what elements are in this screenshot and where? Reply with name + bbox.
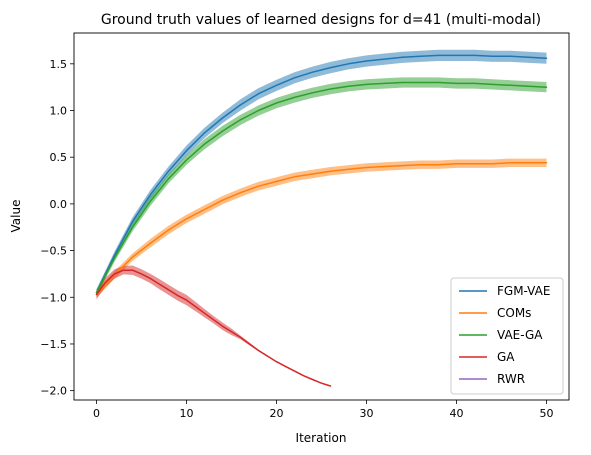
chart-title: Ground truth values of learned designs f… (101, 12, 541, 28)
x-axis-label: Iteration (296, 431, 347, 445)
axes-frame (73, 32, 570, 401)
x-tick-label-2: 20 (270, 407, 284, 420)
y-tick-label-0: −2.0 (40, 385, 67, 398)
series-band-3 (96, 265, 331, 387)
y-tick-label-6: 1.0 (50, 105, 68, 118)
x-tick-label-1: 10 (180, 407, 194, 420)
legend-label-0: FGM-VAE (497, 284, 550, 298)
legend-label-1: COMs (497, 306, 531, 320)
series-band-2 (96, 77, 547, 296)
series-line-1 (95, 162, 548, 296)
legend-box (450, 277, 564, 395)
legend: FGM-VAE COMs VAE-GA GA RWR (450, 277, 564, 395)
legend-label-2: VAE-GA (497, 328, 543, 342)
series-line-0 (95, 54, 548, 294)
y-tick-label-2: −1.0 (40, 291, 67, 304)
y-tick-label-1: −1.5 (40, 338, 67, 351)
x-tick-label-0: 0 (93, 407, 100, 420)
x-tick-label-4: 40 (450, 407, 464, 420)
x-axis: 0 10 20 30 40 50 (93, 400, 554, 420)
legend-label-4: RWR (497, 372, 525, 386)
y-axis-label: Value (9, 200, 23, 233)
series-line-3 (95, 269, 332, 387)
plot-area (95, 49, 548, 387)
legend-label-3: GA (497, 350, 515, 364)
x-tick-label-3: 30 (360, 407, 374, 420)
x-tick-label-5: 50 (540, 407, 554, 420)
y-tick-label-7: 1.5 (50, 58, 68, 71)
y-tick-label-4: 0.0 (50, 198, 68, 211)
series-line-2 (95, 81, 548, 294)
y-tick-label-5: 0.5 (50, 151, 68, 164)
y-tick-label-3: −0.5 (40, 245, 67, 258)
y-axis: −2.0 −1.5 −1.0 −0.5 0.0 0.5 1.0 1.5 (40, 58, 74, 398)
